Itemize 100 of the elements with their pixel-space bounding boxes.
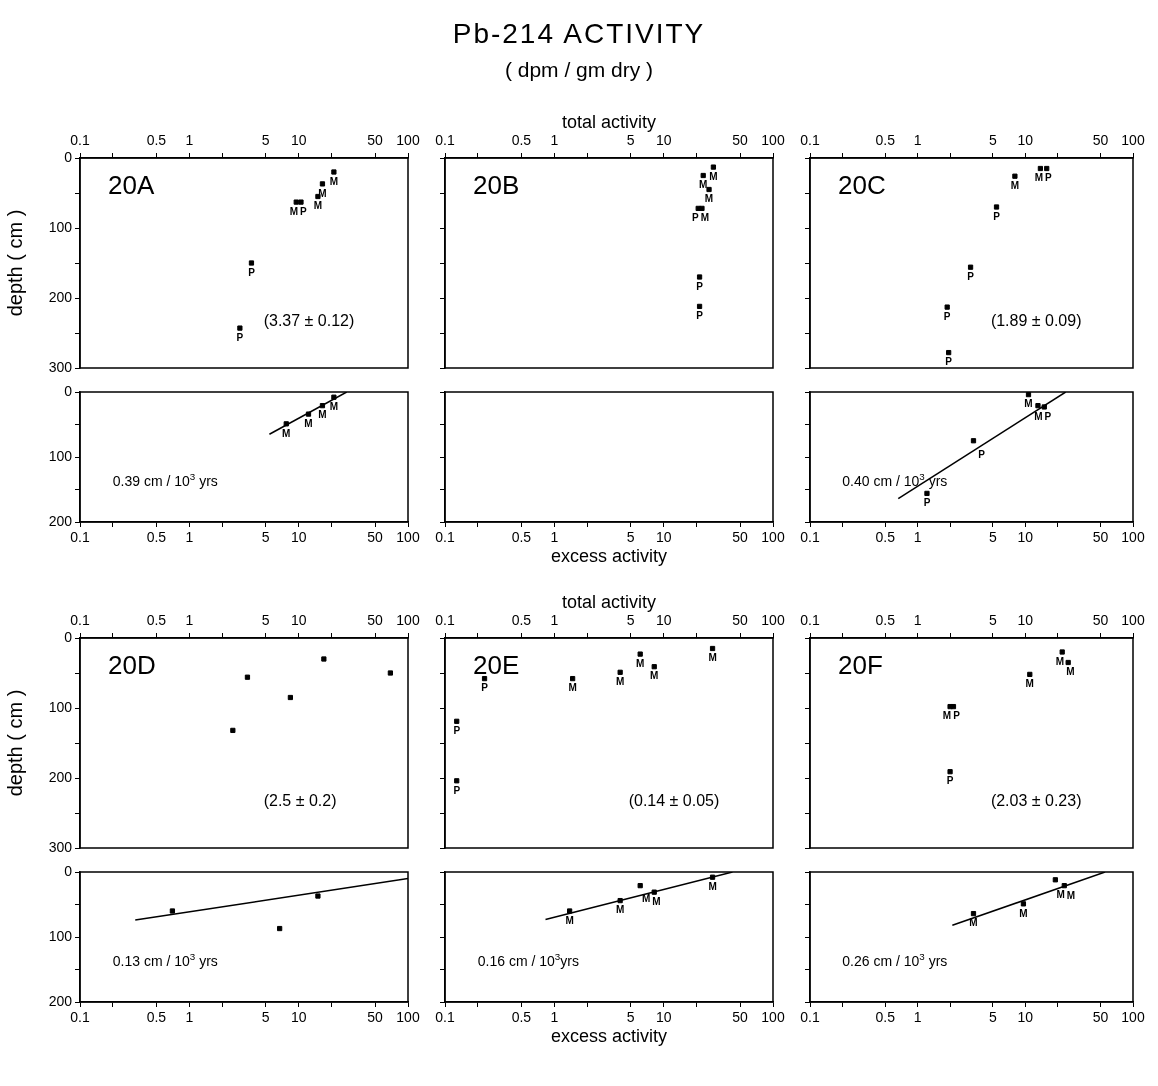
series-label: M bbox=[282, 427, 291, 439]
x-tick-label: 100 bbox=[1121, 612, 1145, 629]
annotation: (3.37 ± 0.12) bbox=[263, 312, 355, 329]
series-label: P bbox=[300, 205, 308, 217]
x-tick-label: 0.1 bbox=[70, 612, 90, 629]
x-tick-label: 0.5 bbox=[146, 132, 167, 149]
series-label: P bbox=[1044, 172, 1052, 184]
x-tick-label: 100 bbox=[396, 529, 420, 546]
annotation: 20C bbox=[838, 170, 886, 200]
text: M bbox=[1010, 179, 1020, 191]
text: M bbox=[704, 193, 714, 205]
y-tick-label: 100 bbox=[48, 218, 73, 235]
x-tick-label: 0.1 bbox=[435, 529, 455, 546]
x-tick-label: 100 bbox=[761, 529, 785, 546]
annotation: 20B bbox=[473, 170, 520, 200]
x-tick-label: 0.1 bbox=[435, 132, 455, 149]
x-tick-label: 5 bbox=[989, 1009, 998, 1026]
x-tick-label: 1 bbox=[185, 132, 194, 149]
x-tick-label: 1 bbox=[913, 529, 922, 546]
x-tick-label: 50 bbox=[367, 1009, 384, 1026]
series-label: M bbox=[652, 895, 661, 907]
y-axis-title: depth ( cm ) bbox=[3, 689, 26, 797]
x-tick-label: 0.5 bbox=[511, 132, 532, 149]
x-tick-label: 0.5 bbox=[146, 612, 167, 629]
text: P bbox=[453, 784, 461, 796]
text: P bbox=[453, 725, 461, 737]
x-tick-label: 5 bbox=[261, 1009, 270, 1026]
x-tick-label: 0.5 bbox=[511, 612, 532, 629]
x-tick-label: 1 bbox=[185, 529, 194, 546]
text: M bbox=[636, 657, 645, 669]
x-tick-label: 10 bbox=[655, 612, 672, 629]
x-tick-label: 50 bbox=[1092, 529, 1109, 546]
y-tick-label: 0 bbox=[64, 862, 73, 879]
text: M bbox=[615, 904, 625, 916]
x-tick-label: 1 bbox=[913, 612, 922, 629]
x-tick-label: 0.1 bbox=[800, 1009, 820, 1026]
x-tick-label: 5 bbox=[626, 529, 635, 546]
x-tick-label: 100 bbox=[761, 612, 785, 629]
text: M bbox=[650, 670, 659, 682]
x-tick-label: 1 bbox=[913, 1009, 922, 1026]
series-label: M bbox=[1024, 398, 1033, 410]
text: M bbox=[1034, 411, 1043, 423]
x-tick-label: 0.5 bbox=[146, 1009, 167, 1026]
text: M bbox=[1025, 678, 1034, 690]
x-tick-label: 100 bbox=[761, 132, 785, 149]
text: M bbox=[969, 917, 978, 929]
series-label: M bbox=[1034, 172, 1043, 184]
x-tick-label: 0.1 bbox=[435, 1009, 455, 1026]
text: M bbox=[313, 200, 323, 212]
x-tick-label: 0.1 bbox=[800, 132, 820, 149]
x-tick-label: 1 bbox=[185, 612, 194, 629]
x-tick-label: 0.1 bbox=[70, 529, 90, 546]
x-tick-label: 0.1 bbox=[70, 132, 90, 149]
series-label: P bbox=[1044, 410, 1052, 422]
text: P bbox=[696, 280, 703, 292]
x-tick-label: 0.1 bbox=[70, 1009, 90, 1026]
x-tick-label: 0.5 bbox=[146, 529, 167, 546]
y-tick-label: 300 bbox=[48, 358, 73, 375]
text: P bbox=[696, 310, 703, 322]
x-tick-label: 0.5 bbox=[875, 612, 896, 629]
x-tick-label: 1 bbox=[550, 612, 559, 629]
x-tick-label: 1 bbox=[185, 1009, 194, 1026]
x-tick-label: 0.1 bbox=[800, 529, 820, 546]
x-tick-label: 0.1 bbox=[800, 612, 820, 629]
x-tick-label: 10 bbox=[1017, 529, 1034, 546]
text: M bbox=[318, 409, 327, 421]
annotation: (0.14 ± 0.05) bbox=[628, 792, 720, 809]
x-tick-label: 100 bbox=[396, 1009, 420, 1026]
y-tick-label: 0 bbox=[64, 148, 73, 165]
x-tick-label: 50 bbox=[367, 132, 384, 149]
x-tick-label: 5 bbox=[989, 529, 998, 546]
y-axis-title: depth ( cm ) bbox=[3, 209, 26, 317]
x-tick-label: 0.5 bbox=[875, 529, 896, 546]
x-tick-label: 10 bbox=[655, 529, 672, 546]
y-tick-label: 200 bbox=[48, 768, 73, 785]
x-tick-label: 10 bbox=[290, 132, 307, 149]
y-tick-label: 100 bbox=[48, 927, 73, 944]
annotation: (2.5 ± 0.2) bbox=[263, 792, 337, 809]
x-axis-title: total activity bbox=[561, 591, 657, 612]
x-axis-title: excess activity bbox=[550, 1026, 668, 1047]
x-tick-label: 10 bbox=[1017, 612, 1034, 629]
annotation: 20D bbox=[108, 650, 156, 680]
x-tick-label: 10 bbox=[1017, 1009, 1034, 1026]
x-tick-label: 50 bbox=[732, 132, 749, 149]
x-tick-label: 5 bbox=[989, 132, 998, 149]
text: M bbox=[329, 175, 339, 187]
x-tick-label: 50 bbox=[1092, 132, 1109, 149]
y-tick-label: 0 bbox=[64, 628, 73, 645]
annotation: (2.03 ± 0.23) bbox=[990, 792, 1082, 809]
x-axis-title: excess activity bbox=[550, 546, 668, 567]
x-tick-label: 0.5 bbox=[875, 1009, 896, 1026]
y-tick-label: 200 bbox=[48, 288, 73, 305]
x-tick-label: 5 bbox=[989, 612, 998, 629]
series-label: P bbox=[953, 710, 961, 722]
y-tick-label: 300 bbox=[48, 838, 73, 855]
annotation: 20F bbox=[838, 650, 883, 680]
series-label: M bbox=[1056, 889, 1065, 901]
x-tick-label: 50 bbox=[732, 1009, 749, 1026]
x-tick-label: 0.1 bbox=[435, 612, 455, 629]
x-tick-label: 100 bbox=[396, 132, 420, 149]
